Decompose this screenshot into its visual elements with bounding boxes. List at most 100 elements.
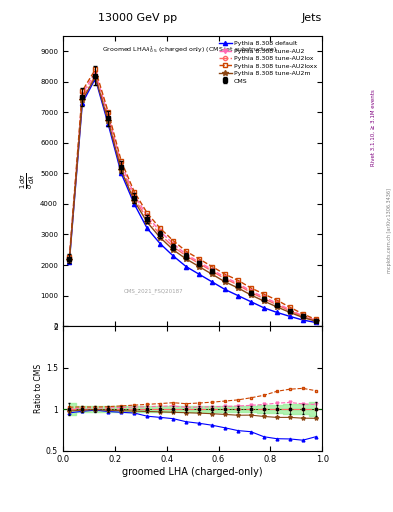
Pythia 8.308 tune-AU2 xyxy=(301,313,305,319)
Pythia 8.308 tune-AU2lox xyxy=(80,94,85,100)
Pythia 8.308 tune-AU2loxx xyxy=(132,188,137,195)
Pythia 8.308 default xyxy=(145,225,150,231)
Text: 13000 GeV pp: 13000 GeV pp xyxy=(98,13,177,23)
Pythia 8.308 tune-AU2lox xyxy=(288,308,292,314)
Pythia 8.308 default xyxy=(197,271,202,278)
Pythia 8.308 default xyxy=(80,100,85,106)
Pythia 8.308 tune-AU2m xyxy=(274,304,279,310)
Pythia 8.308 default xyxy=(119,170,123,177)
Pythia 8.308 tune-AU2 xyxy=(93,70,98,76)
Pythia 8.308 tune-AU2lox xyxy=(145,216,150,222)
Pythia 8.308 tune-AU2m xyxy=(67,258,72,264)
Pythia 8.308 tune-AU2m xyxy=(80,97,85,103)
Pythia 8.308 tune-AU2loxx xyxy=(145,210,150,216)
Pythia 8.308 tune-AU2loxx xyxy=(222,271,227,278)
Pythia 8.308 tune-AU2 xyxy=(67,256,72,262)
Pythia 8.308 tune-AU2loxx xyxy=(184,248,189,254)
Pythia 8.308 tune-AU2m xyxy=(236,285,241,291)
Pythia 8.308 tune-AU2 xyxy=(184,251,189,258)
Pythia 8.308 default xyxy=(184,264,189,270)
Text: CMS_2021_FSQ20187: CMS_2021_FSQ20187 xyxy=(124,288,184,294)
Pythia 8.308 tune-AU2m xyxy=(171,247,176,253)
Pythia 8.308 tune-AU2lox xyxy=(314,317,318,324)
Pythia 8.308 tune-AU2lox xyxy=(119,164,123,170)
Line: Pythia 8.308 tune-AU2loxx: Pythia 8.308 tune-AU2loxx xyxy=(67,68,318,322)
Pythia 8.308 tune-AU2m xyxy=(262,298,266,304)
Pythia 8.308 tune-AU2 xyxy=(274,300,279,306)
Pythia 8.308 tune-AU2lox xyxy=(184,253,189,259)
Pythia 8.308 tune-AU2 xyxy=(145,213,150,219)
Pythia 8.308 tune-AU2loxx xyxy=(171,238,176,244)
Pythia 8.308 default xyxy=(132,201,137,207)
Y-axis label: $\frac{1}{\sigma}\frac{d\sigma}{d\lambda}$: $\frac{1}{\sigma}\frac{d\sigma}{d\lambda… xyxy=(19,173,37,189)
Pythia 8.308 tune-AU2lox xyxy=(197,261,202,267)
Pythia 8.308 tune-AU2loxx xyxy=(274,297,279,303)
Pythia 8.308 tune-AU2 xyxy=(249,288,253,294)
Pythia 8.308 tune-AU2lox xyxy=(158,231,163,238)
Text: Groomed LHA$\lambda^1_{0.5}$ (charged only) (CMS jet substructure): Groomed LHA$\lambda^1_{0.5}$ (charged on… xyxy=(102,45,277,55)
Pythia 8.308 tune-AU2 xyxy=(314,317,318,324)
Pythia 8.308 default xyxy=(222,286,227,292)
Pythia 8.308 tune-AU2 xyxy=(210,267,215,273)
Pythia 8.308 tune-AU2loxx xyxy=(262,291,266,297)
Pythia 8.308 default xyxy=(67,259,72,265)
Pythia 8.308 tune-AU2 xyxy=(222,274,227,281)
Pythia 8.308 default xyxy=(288,313,292,319)
Pythia 8.308 tune-AU2lox xyxy=(249,289,253,295)
Pythia 8.308 default xyxy=(236,292,241,298)
Pythia 8.308 tune-AU2 xyxy=(171,241,176,247)
Pythia 8.308 tune-AU2 xyxy=(236,280,241,286)
Pythia 8.308 tune-AU2 xyxy=(132,191,137,198)
X-axis label: groomed LHA (charged-only): groomed LHA (charged-only) xyxy=(122,467,263,477)
Pythia 8.308 tune-AU2lox xyxy=(93,73,98,79)
Pythia 8.308 tune-AU2m xyxy=(222,279,227,285)
Pythia 8.308 default xyxy=(274,309,279,315)
Legend: Pythia 8.308 default, Pythia 8.308 tune-AU2, Pythia 8.308 tune-AU2lox, Pythia 8.: Pythia 8.308 default, Pythia 8.308 tune-… xyxy=(217,39,319,86)
Pythia 8.308 tune-AU2m xyxy=(184,256,189,262)
Pythia 8.308 default xyxy=(314,319,318,326)
Pythia 8.308 tune-AU2lox xyxy=(210,268,215,274)
Pythia 8.308 tune-AU2lox xyxy=(222,275,227,282)
Pythia 8.308 tune-AU2m xyxy=(132,198,137,204)
Pythia 8.308 tune-AU2loxx xyxy=(301,311,305,317)
Line: Pythia 8.308 default: Pythia 8.308 default xyxy=(67,76,318,325)
Pythia 8.308 tune-AU2loxx xyxy=(314,316,318,323)
Pythia 8.308 tune-AU2m xyxy=(249,292,253,298)
Pythia 8.308 tune-AU2 xyxy=(197,259,202,265)
Text: Rivet 3.1.10, ≥ 3.1M events: Rivet 3.1.10, ≥ 3.1M events xyxy=(371,90,376,166)
Pythia 8.308 default xyxy=(262,305,266,311)
Pythia 8.308 default xyxy=(210,279,215,285)
Pythia 8.308 default xyxy=(93,76,98,82)
Pythia 8.308 tune-AU2lox xyxy=(106,115,111,121)
Pythia 8.308 default xyxy=(301,317,305,323)
Pythia 8.308 tune-AU2m xyxy=(119,167,123,174)
Pythia 8.308 tune-AU2m xyxy=(197,264,202,270)
Pythia 8.308 tune-AU2m xyxy=(93,74,98,80)
Pythia 8.308 default xyxy=(171,253,176,259)
Text: Jets: Jets xyxy=(302,13,322,23)
Pythia 8.308 tune-AU2lox xyxy=(262,295,266,302)
Pythia 8.308 tune-AU2 xyxy=(288,307,292,313)
Pythia 8.308 default xyxy=(249,298,253,305)
Pythia 8.308 tune-AU2loxx xyxy=(197,256,202,262)
Pythia 8.308 default xyxy=(158,241,163,247)
Pythia 8.308 tune-AU2lox xyxy=(236,282,241,288)
Pythia 8.308 tune-AU2loxx xyxy=(67,254,72,261)
Pythia 8.308 default xyxy=(106,121,111,127)
Pythia 8.308 tune-AU2loxx xyxy=(119,158,123,164)
Pythia 8.308 tune-AU2loxx xyxy=(158,225,163,231)
Pythia 8.308 tune-AU2loxx xyxy=(80,88,85,94)
Pythia 8.308 tune-AU2lox xyxy=(132,195,137,201)
Pythia 8.308 tune-AU2loxx xyxy=(106,109,111,115)
Pythia 8.308 tune-AU2loxx xyxy=(236,277,241,283)
Text: mcplots.cern.ch [arXiv:1306.3436]: mcplots.cern.ch [arXiv:1306.3436] xyxy=(387,188,391,273)
Pythia 8.308 tune-AU2loxx xyxy=(93,67,98,73)
Pythia 8.308 tune-AU2m xyxy=(106,118,111,124)
Pythia 8.308 tune-AU2m xyxy=(301,314,305,321)
Pythia 8.308 tune-AU2 xyxy=(119,161,123,167)
Pythia 8.308 tune-AU2lox xyxy=(301,313,305,319)
Pythia 8.308 tune-AU2 xyxy=(262,294,266,300)
Pythia 8.308 tune-AU2 xyxy=(80,91,85,97)
Pythia 8.308 tune-AU2loxx xyxy=(288,304,292,310)
Pythia 8.308 tune-AU2lox xyxy=(274,302,279,308)
